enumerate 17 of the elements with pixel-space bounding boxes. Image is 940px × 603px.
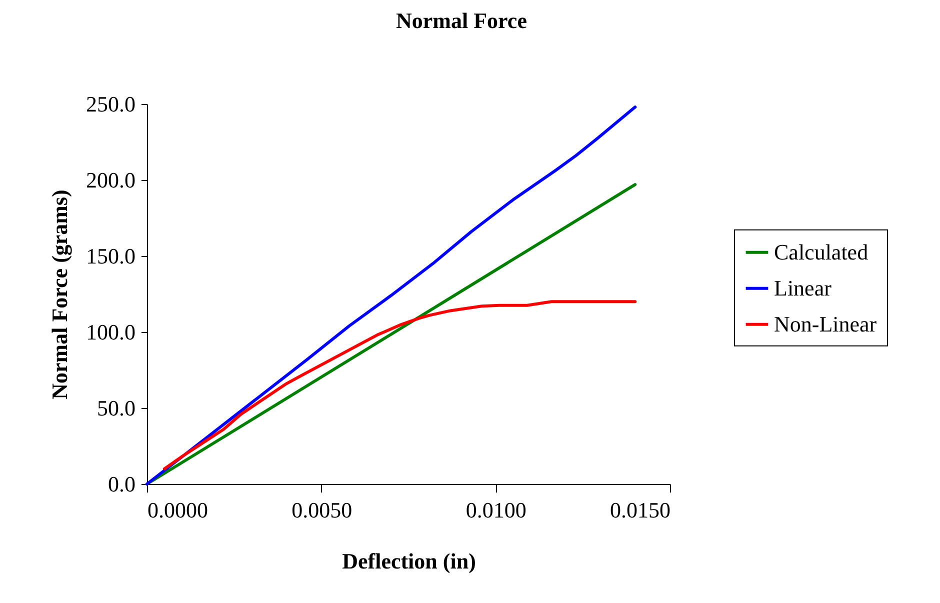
y-tick-label: 100.0 [86, 320, 136, 344]
x-tick-label: 0.0050 [292, 498, 352, 522]
x-tick-label: 0.0000 [148, 498, 208, 522]
y-tick-label: 0.0 [108, 472, 136, 496]
line-series [162, 300, 637, 470]
legend-label: Calculated [774, 239, 868, 264]
legend-label: Non-Linear [774, 311, 878, 336]
x-axis-title: Deflection (in) [342, 548, 476, 574]
y-tick-label: 150.0 [86, 244, 136, 268]
legend-label: Linear [774, 275, 832, 300]
y-tick-label: 250.0 [86, 92, 136, 116]
x-tick-label: 0.0100 [466, 498, 526, 522]
chart-title: Normal Force [396, 8, 528, 33]
x-tick-label: 0.0150 [610, 498, 670, 522]
y-tick-label: 200.0 [86, 168, 136, 192]
y-axis-title: Normal Force (grams) [47, 190, 72, 400]
y-tick-label: 50.0 [97, 396, 136, 420]
